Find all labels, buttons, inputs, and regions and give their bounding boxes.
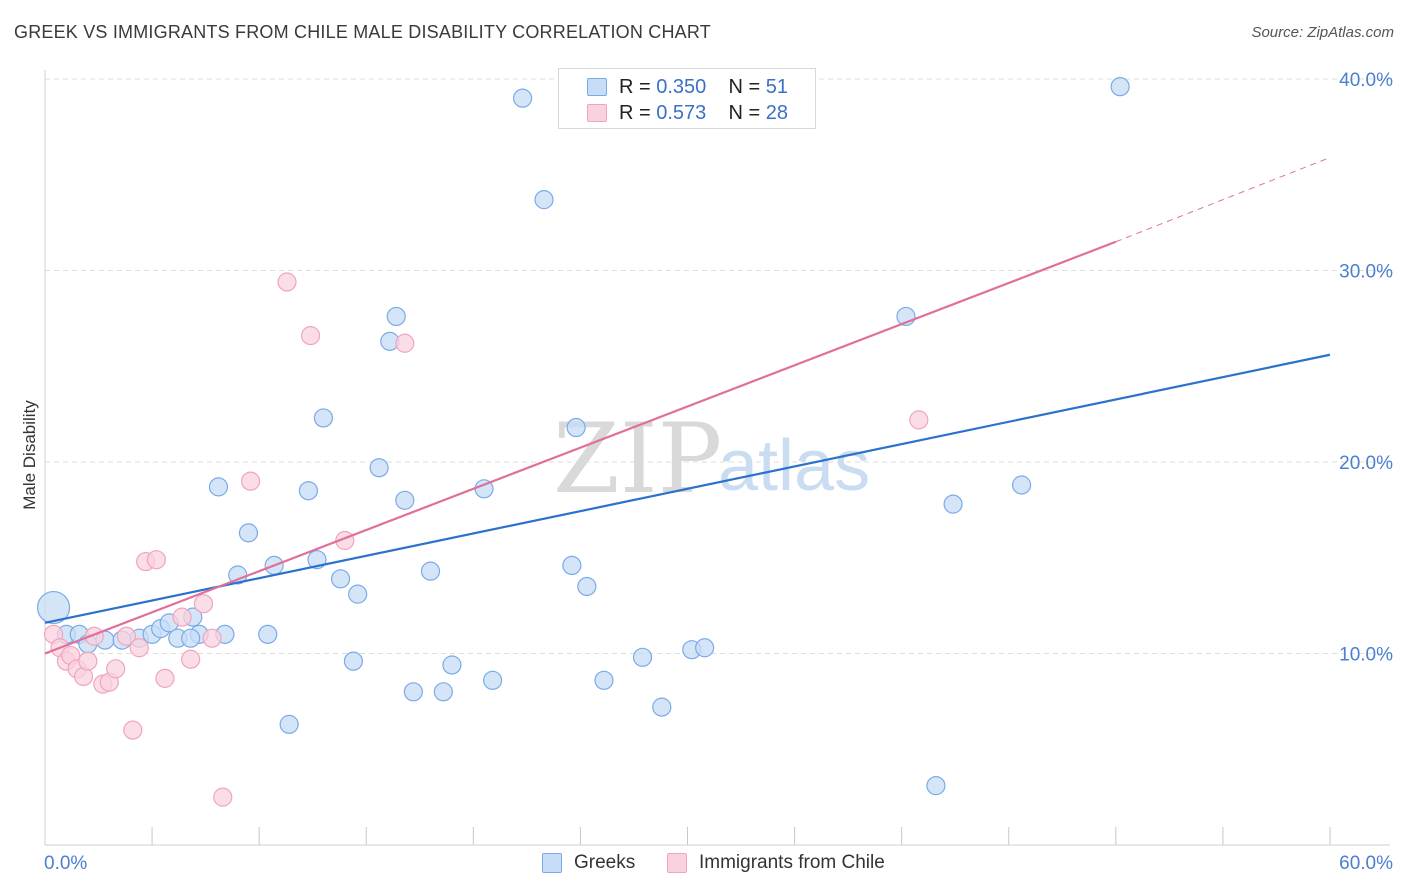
- point-greeks: [695, 638, 715, 658]
- trend-line-chile: [44, 240, 1117, 655]
- y-tick-label: 20.0%: [1339, 453, 1393, 474]
- legend-n-label: N =: [728, 102, 761, 124]
- tick-labels: 10.0% 20.0% 30.0% 40.0% 0.0% 60.0%: [44, 70, 1393, 874]
- point-greeks: [403, 682, 423, 702]
- legend-swatch-greeks: [587, 78, 607, 96]
- source-label: Source: ZipAtlas.com: [1251, 24, 1394, 41]
- trend-line-greeks: [44, 353, 1331, 624]
- point-greeks: [1011, 475, 1032, 495]
- y-axis-label: Male Disability: [20, 400, 39, 510]
- point-greeks: [483, 670, 503, 690]
- point-greeks: [577, 576, 597, 597]
- point-chile: [155, 668, 175, 688]
- point-greeks: [279, 714, 299, 734]
- legend-r-value: 0.573: [656, 102, 707, 124]
- x-tick-label: 0.0%: [44, 853, 87, 874]
- bottom-legend-label-greeks: Greeks: [574, 852, 636, 873]
- stats-legend: R = 0.350 N = 51 R = 0.573 N = 28: [558, 68, 816, 129]
- legend-swatch-chile: [587, 104, 607, 122]
- point-greeks: [632, 647, 653, 667]
- x-tick-label: 60.0%: [1339, 853, 1393, 874]
- y-tick-label: 30.0%: [1339, 262, 1393, 283]
- legend-r-label: R =: [619, 102, 651, 124]
- point-greeks: [36, 590, 71, 625]
- point-greeks: [258, 624, 278, 644]
- legend-n-label: N =: [728, 76, 761, 98]
- point-greeks: [433, 682, 453, 702]
- point-greeks: [442, 655, 462, 675]
- point-greeks: [534, 190, 554, 210]
- y-tick-label: 10.0%: [1339, 645, 1393, 666]
- y-tick-label: 40.0%: [1339, 70, 1393, 91]
- bottom-legend-swatch-greeks: [542, 853, 562, 873]
- bottom-legend-swatch-chile: [667, 853, 687, 873]
- point-chile: [300, 326, 321, 346]
- point-greeks: [420, 561, 441, 581]
- data-points: [36, 77, 1130, 807]
- point-greeks: [313, 408, 334, 428]
- point-greeks: [386, 306, 406, 327]
- point-greeks: [369, 458, 389, 478]
- legend-n-value: 28: [765, 102, 789, 124]
- point-greeks: [566, 417, 586, 438]
- gridlines: [45, 78, 1390, 654]
- point-greeks: [652, 697, 672, 717]
- trend-lines: [44, 157, 1331, 655]
- point-greeks: [348, 584, 368, 604]
- point-greeks: [298, 481, 319, 501]
- point-chile: [241, 471, 261, 491]
- trend-line-chile-extension: [1115, 157, 1331, 243]
- point-greeks: [330, 569, 351, 589]
- point-chile: [277, 272, 297, 292]
- point-chile: [106, 659, 126, 679]
- point-greeks: [208, 477, 229, 497]
- point-chile: [123, 720, 143, 740]
- legend-r-value: 0.350: [656, 76, 707, 98]
- point-greeks: [343, 651, 363, 671]
- chart-title: GREEK VS IMMIGRANTS FROM CHILE MALE DISA…: [14, 22, 711, 42]
- legend-r-label: R =: [619, 76, 651, 98]
- point-greeks: [594, 670, 614, 690]
- point-greeks: [943, 494, 963, 514]
- point-chile: [395, 333, 415, 353]
- point-chile: [909, 410, 929, 430]
- point-greeks: [562, 555, 582, 576]
- bottom-legend-label-chile: Immigrants from Chile: [699, 852, 885, 873]
- point-chile: [129, 638, 149, 658]
- point-chile: [116, 626, 136, 646]
- point-chile: [202, 628, 222, 648]
- point-chile: [78, 651, 98, 671]
- point-greeks: [926, 776, 946, 796]
- point-chile: [146, 550, 166, 570]
- point-chile: [213, 787, 233, 807]
- watermark: ZIP atlas: [553, 403, 870, 515]
- point-chile: [193, 594, 214, 614]
- point-greeks: [181, 628, 201, 648]
- point-greeks: [238, 523, 259, 543]
- point-greeks: [512, 88, 533, 108]
- point-chile: [172, 607, 192, 627]
- point-greeks: [1110, 77, 1130, 97]
- point-greeks: [395, 490, 415, 510]
- legend-n-value: 51: [765, 76, 789, 98]
- axes: [44, 70, 1390, 846]
- point-chile: [181, 649, 201, 669]
